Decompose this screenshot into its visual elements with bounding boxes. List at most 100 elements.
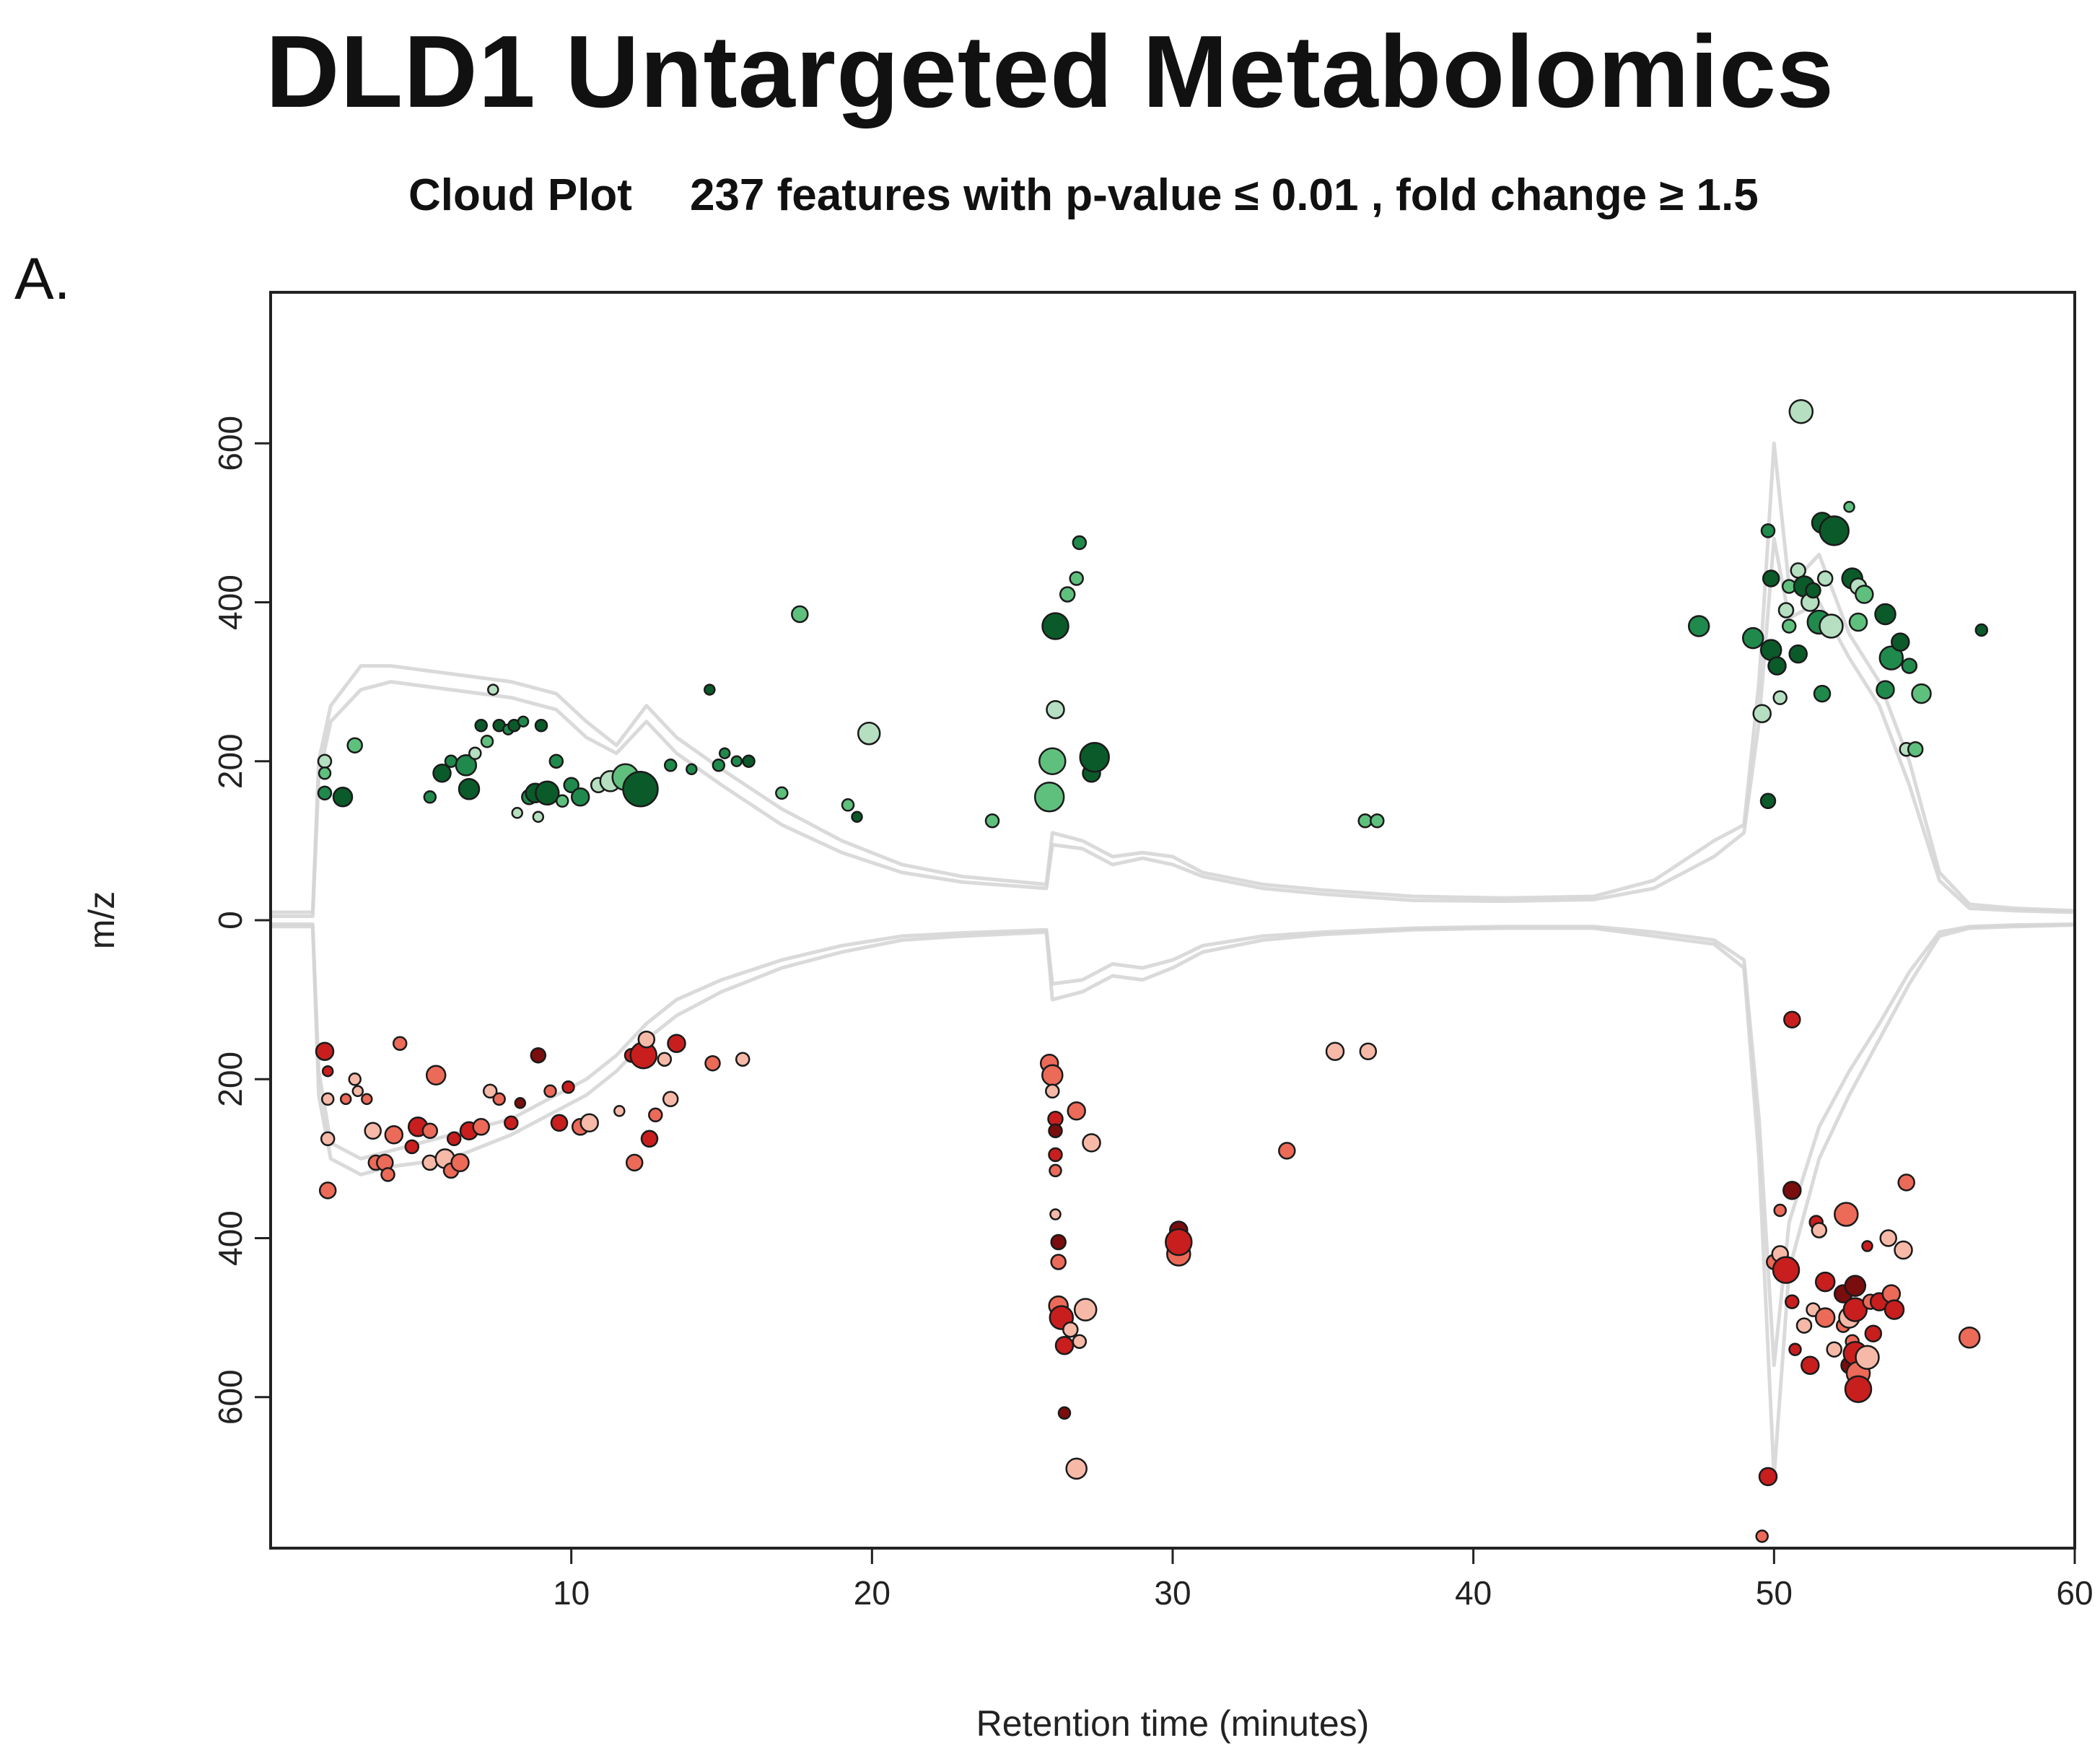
data-point (346, 737, 363, 753)
data-point (384, 1125, 404, 1145)
data-point (1057, 1406, 1072, 1420)
data-point (648, 1107, 663, 1123)
y-axis: 600 400 200 0 200 400 600 (211, 416, 271, 1425)
data-point (1814, 1307, 1836, 1328)
panel-label: A. (14, 246, 71, 312)
data-point (339, 1093, 352, 1106)
y-tick-label: 400 (211, 575, 249, 630)
data-point (535, 780, 560, 806)
data-point (487, 683, 499, 696)
data-point (667, 1034, 686, 1053)
data-point (1788, 398, 1814, 424)
data-point (613, 1105, 626, 1117)
data-point (321, 1065, 334, 1078)
data-point (1876, 680, 1895, 699)
data-point (318, 766, 332, 780)
data-point (1861, 1240, 1873, 1252)
data-point (704, 1054, 721, 1072)
data-point (1758, 1467, 1778, 1487)
data-point (1826, 1341, 1842, 1358)
data-point (657, 1052, 673, 1067)
data-point (1049, 1208, 1062, 1220)
data-point (1065, 1457, 1088, 1480)
data-point (1038, 747, 1067, 775)
data-point (570, 787, 590, 807)
y-tick-label: 600 (211, 1369, 249, 1425)
data-point (392, 1036, 408, 1051)
data-point (348, 1073, 362, 1086)
data-point (1755, 1529, 1769, 1543)
data-point (318, 1181, 337, 1200)
data-point (1046, 699, 1065, 720)
data-point (1777, 602, 1795, 619)
data-point (686, 763, 698, 776)
data-point (1813, 684, 1832, 703)
data-point (1844, 1375, 1873, 1403)
data-point (1062, 1321, 1079, 1338)
data-point (579, 1113, 599, 1133)
data-point (492, 1092, 506, 1106)
x-tick-label: 20 (854, 1574, 891, 1612)
data-point (735, 1052, 751, 1067)
data-point (458, 778, 481, 800)
data-point (534, 718, 548, 733)
data-point (851, 811, 863, 824)
data-point (1165, 1228, 1193, 1257)
x-tick-label: 30 (1154, 1574, 1191, 1612)
tic-trace (271, 922, 2075, 1368)
data-point (364, 1122, 382, 1140)
data-point (1788, 644, 1808, 664)
data-point (704, 683, 716, 696)
data-point (1855, 1345, 1880, 1370)
x-tick-label: 40 (1455, 1574, 1492, 1612)
data-point (1045, 1083, 1060, 1099)
data-point (517, 715, 530, 728)
data-point (1370, 813, 1385, 829)
data-point (1834, 1202, 1859, 1227)
data-point (351, 1085, 364, 1098)
chart-subtitle: Cloud Plot 237 features with p-value ≤ 0.… (408, 170, 1759, 221)
data-point (468, 746, 482, 760)
data-point (482, 1083, 498, 1099)
data-point (1901, 658, 1918, 674)
data-point (563, 777, 579, 794)
data-point (474, 718, 488, 733)
data-point (530, 1047, 547, 1064)
data-point (1795, 1317, 1813, 1334)
data-point (1762, 569, 1780, 587)
data-point (1879, 1229, 1897, 1247)
data-point (1082, 1133, 1101, 1153)
data-point (1752, 704, 1772, 723)
data-point (1041, 612, 1069, 640)
data-point (1072, 535, 1088, 551)
data-point (332, 787, 354, 808)
data-point (472, 1118, 490, 1136)
subtitle-feature-summary: 237 features with p-value ≤ 0.01 , fold … (689, 170, 1759, 220)
data-point (984, 813, 1000, 829)
tic-trace (271, 922, 2075, 1479)
data-point (1814, 1271, 1836, 1293)
data-point (317, 785, 333, 801)
data-point (1759, 792, 1777, 810)
data-point (450, 1153, 470, 1173)
data-point (1855, 585, 1874, 604)
data-point (1897, 1174, 1915, 1192)
data-point (662, 1091, 679, 1108)
data-point (1049, 1163, 1062, 1178)
data-point (1891, 632, 1910, 652)
data-point (1894, 1240, 1913, 1260)
y-tick-label: 0 (211, 911, 249, 930)
data-point (1788, 1342, 1802, 1356)
data-point (1811, 1222, 1828, 1239)
data-point (1050, 1254, 1067, 1270)
data-point (1687, 615, 1710, 637)
x-tick-label: 10 (553, 1574, 590, 1612)
data-point (1782, 1181, 1802, 1200)
data-point (455, 754, 478, 777)
data-point (320, 1092, 335, 1106)
data-point (1773, 1203, 1787, 1218)
data-point (625, 1153, 644, 1172)
data-point (1844, 1275, 1867, 1297)
data-point (857, 721, 881, 746)
